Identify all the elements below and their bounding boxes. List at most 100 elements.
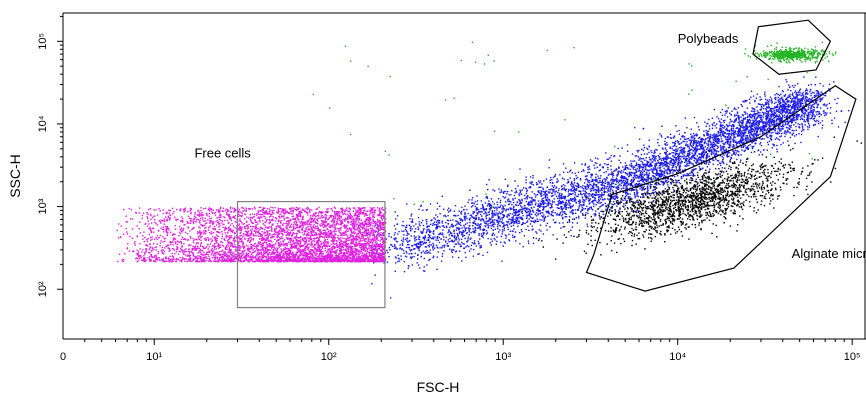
data-point-blue bbox=[816, 113, 818, 116]
data-point-blue bbox=[551, 206, 553, 208]
data-point-blue bbox=[718, 139, 720, 141]
data-point-blue bbox=[586, 225, 589, 228]
data-point-blue bbox=[776, 106, 778, 109]
data-point-blue bbox=[649, 166, 651, 168]
data-point-blue bbox=[769, 121, 771, 124]
data-point-blue bbox=[654, 167, 656, 169]
data-point-blue bbox=[559, 197, 561, 200]
data-point-blue bbox=[587, 212, 589, 215]
data-point-blue bbox=[790, 124, 792, 127]
data-point-blue bbox=[810, 106, 812, 108]
data-point-blue bbox=[774, 124, 776, 126]
data-point-blue bbox=[723, 154, 725, 156]
data-point-blue bbox=[644, 192, 646, 194]
data-point-blue bbox=[685, 143, 687, 145]
data-point-blue bbox=[420, 241, 422, 244]
data-point-blue bbox=[700, 141, 702, 143]
data-point-blue bbox=[555, 190, 557, 192]
data-point-blue bbox=[703, 160, 705, 162]
data-point-blue bbox=[828, 102, 831, 105]
data-point-blue bbox=[677, 171, 680, 173]
data-point-blue bbox=[635, 162, 638, 164]
data-point-blue bbox=[715, 153, 718, 156]
data-point-blue bbox=[790, 108, 792, 111]
data-point-blue bbox=[687, 150, 689, 153]
data-point-blue bbox=[612, 180, 614, 183]
data-point-blue bbox=[429, 241, 431, 243]
data-point-blue bbox=[655, 148, 657, 151]
data-point-blue bbox=[704, 121, 706, 123]
data-point-blue bbox=[451, 223, 453, 226]
data-point-blue bbox=[798, 91, 800, 93]
data-point-blue bbox=[613, 179, 616, 181]
data-point-blue bbox=[634, 155, 636, 157]
data-point-blue bbox=[767, 113, 769, 115]
data-point-blue bbox=[703, 130, 705, 132]
data-point-blue bbox=[764, 121, 767, 123]
data-point-blue bbox=[774, 106, 776, 108]
data-point-blue bbox=[810, 83, 812, 86]
data-point-blue bbox=[798, 100, 800, 102]
data-point-blue bbox=[571, 172, 573, 174]
data-point-blue bbox=[809, 117, 811, 120]
data-point-blue bbox=[620, 169, 623, 172]
data-point-blue bbox=[454, 205, 457, 207]
data-point-blue bbox=[699, 146, 702, 148]
data-point-blue bbox=[741, 131, 743, 133]
data-point-blue bbox=[583, 188, 585, 190]
data-point-blue bbox=[432, 238, 435, 240]
data-point-blue bbox=[575, 201, 577, 204]
data-point-blue bbox=[696, 147, 698, 149]
data-point-blue bbox=[657, 161, 660, 164]
data-point-blue bbox=[529, 176, 532, 178]
data-point-blue bbox=[525, 196, 528, 199]
data-point-blue bbox=[761, 115, 763, 117]
data-point-blue bbox=[546, 186, 548, 189]
data-point-blue bbox=[645, 179, 647, 182]
data-point-blue bbox=[694, 139, 696, 142]
data-point-blue bbox=[639, 172, 642, 174]
data-point-blue bbox=[789, 128, 791, 130]
data-point-blue bbox=[473, 216, 475, 219]
data-point-blue bbox=[703, 134, 705, 136]
data-point-blue bbox=[410, 221, 413, 223]
data-point-blue bbox=[634, 126, 636, 129]
data-point-blue bbox=[632, 167, 634, 169]
data-point-blue bbox=[394, 232, 396, 234]
data-point-blue bbox=[714, 153, 716, 155]
data-point-blue bbox=[442, 229, 444, 231]
data-point-blue bbox=[479, 213, 482, 216]
data-point-blue bbox=[569, 205, 572, 207]
data-point-blue bbox=[740, 133, 742, 136]
data-point-blue bbox=[740, 154, 742, 156]
data-point-blue bbox=[753, 112, 756, 115]
data-point-blue bbox=[627, 193, 629, 195]
data-point-blue bbox=[453, 214, 455, 217]
data-point-blue bbox=[397, 254, 399, 257]
data-point-blue bbox=[449, 219, 452, 222]
data-point-blue bbox=[588, 208, 590, 210]
data-point-blue bbox=[737, 114, 740, 117]
data-point-blue bbox=[604, 180, 606, 182]
data-point-blue bbox=[757, 120, 759, 123]
data-point-blue bbox=[721, 156, 723, 158]
data-point-blue bbox=[696, 160, 699, 162]
data-point-blue bbox=[709, 137, 712, 139]
data-point-blue bbox=[658, 144, 660, 147]
data-point-blue bbox=[774, 128, 777, 130]
data-point-blue bbox=[746, 121, 748, 124]
data-point-blue bbox=[714, 134, 716, 137]
data-point-blue bbox=[586, 178, 588, 180]
data-point-blue bbox=[449, 237, 451, 240]
data-point-blue bbox=[815, 76, 817, 78]
data-point-blue bbox=[452, 226, 454, 228]
data-point-blue bbox=[762, 149, 765, 151]
data-point-blue bbox=[792, 105, 794, 108]
data-point-blue bbox=[633, 173, 636, 175]
data-point-blue bbox=[543, 217, 546, 219]
data-point-blue bbox=[800, 133, 803, 136]
data-point-blue bbox=[629, 189, 631, 191]
data-point-blue bbox=[520, 193, 523, 195]
data-point-blue bbox=[452, 219, 454, 221]
data-point-blue bbox=[409, 229, 412, 231]
